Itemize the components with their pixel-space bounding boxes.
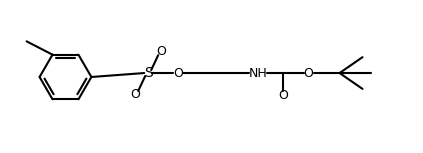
- Text: O: O: [173, 67, 183, 80]
- Text: O: O: [156, 45, 166, 58]
- Text: O: O: [278, 89, 288, 102]
- Text: NH: NH: [248, 67, 267, 80]
- Text: O: O: [130, 88, 140, 101]
- Text: S: S: [144, 66, 153, 80]
- Text: O: O: [304, 67, 313, 80]
